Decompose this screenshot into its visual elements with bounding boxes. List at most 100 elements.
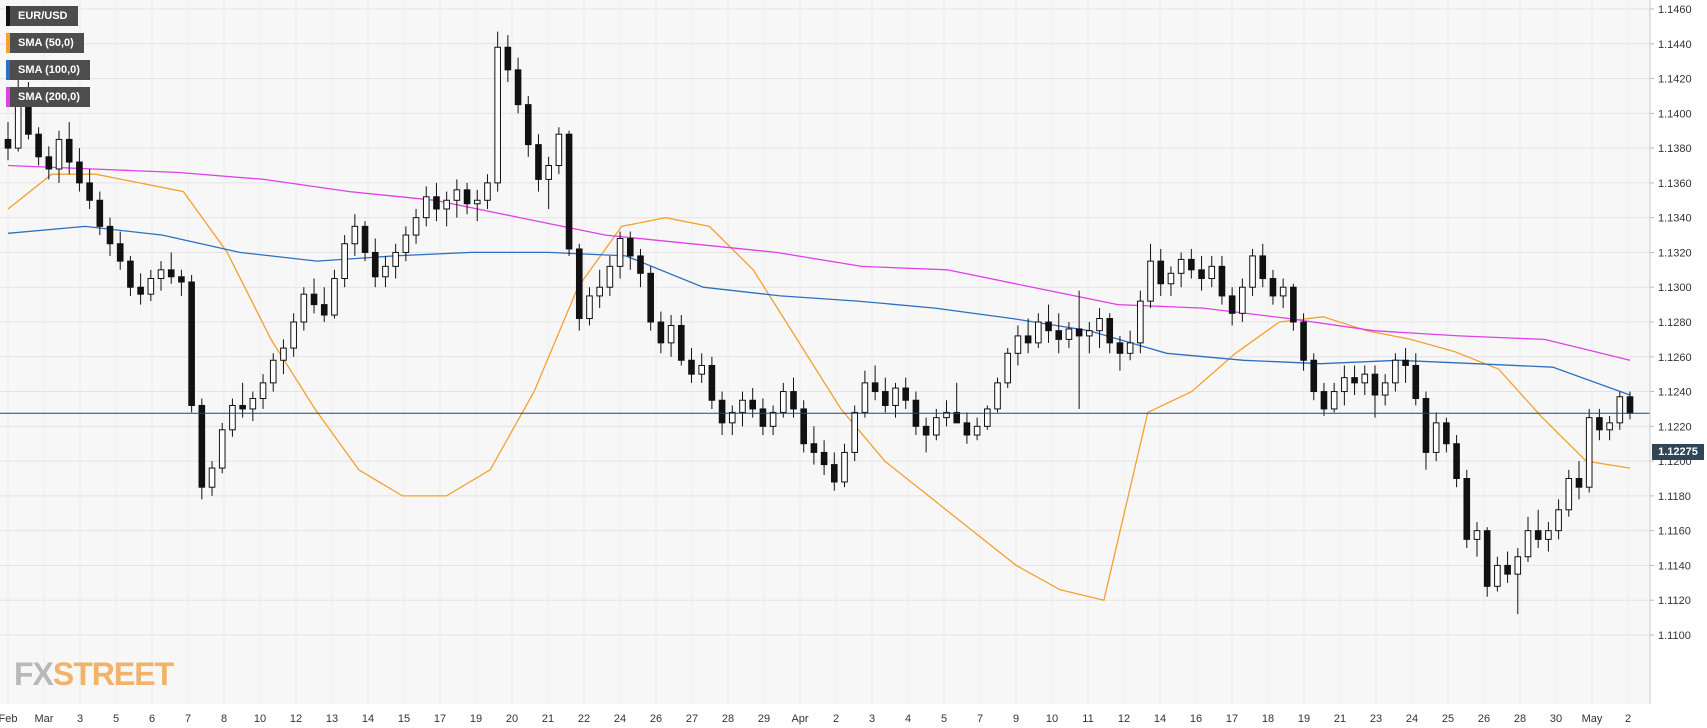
x-tick-label: 30 <box>1550 713 1562 725</box>
candle-bullish <box>698 364 705 375</box>
y-tick-label: 1.1440 <box>1658 39 1692 51</box>
candle-bullish <box>1555 509 1562 532</box>
candle-bullish <box>147 278 155 295</box>
x-tick-label: Feb <box>0 713 17 725</box>
candle-bullish <box>1126 342 1134 354</box>
x-tick-label: 26 <box>650 713 662 725</box>
candle-bearish <box>1300 321 1307 361</box>
legend-label-eurusd: EUR/USD <box>18 10 68 22</box>
candle-bearish <box>1412 364 1420 400</box>
candle-bearish <box>1463 478 1471 540</box>
candle-bullish <box>1361 373 1369 384</box>
x-tick-label: May <box>1582 713 1603 725</box>
x-tick-label: Mar <box>35 713 54 725</box>
y-tick-label: 1.1260 <box>1658 352 1692 364</box>
candle-bullish <box>494 46 501 184</box>
candle-bullish <box>331 278 338 316</box>
candle-bearish <box>953 411 961 424</box>
candle-bearish <box>1259 255 1267 280</box>
candle-bullish <box>1545 530 1552 540</box>
x-tick-label: 3 <box>869 713 875 725</box>
x-tick-label: 13 <box>326 713 338 725</box>
candle-bullish <box>1137 300 1144 344</box>
candle-bullish <box>1473 530 1481 540</box>
candle-bearish <box>1422 398 1430 453</box>
x-tick-label: 25 <box>1442 713 1454 725</box>
candle-bullish <box>1177 258 1185 274</box>
candle-bearish <box>790 391 797 410</box>
x-tick-label: 18 <box>1262 713 1274 725</box>
candle-bullish <box>443 199 450 210</box>
candle-bullish <box>1147 260 1154 302</box>
candle-bullish <box>1086 330 1093 337</box>
candle-bullish <box>616 238 624 267</box>
candle-bearish <box>371 251 379 278</box>
candle-bearish <box>96 199 104 227</box>
x-tick-label: 17 <box>1226 713 1238 725</box>
logo-fx: FX <box>14 656 54 692</box>
candle-bearish <box>1534 530 1542 540</box>
candle-bearish <box>882 391 889 406</box>
candle-bearish <box>830 464 838 483</box>
candle-bullish <box>351 225 359 245</box>
y-tick-label: 1.1180 <box>1658 491 1691 503</box>
candle-bearish <box>116 243 124 262</box>
candles <box>4 31 1634 615</box>
candle-bullish <box>453 189 461 201</box>
candle-bearish <box>127 260 134 288</box>
x-tick-label: 6 <box>149 713 155 725</box>
legend-swatch-sma-200 <box>6 87 10 107</box>
candle-bearish <box>178 276 185 283</box>
candle-bearish <box>504 46 512 71</box>
candle-bullish <box>290 321 297 349</box>
candle-bearish <box>718 399 726 424</box>
candle-bearish <box>922 425 930 436</box>
candle-bearish <box>1453 443 1460 480</box>
candle-bearish <box>1483 530 1491 587</box>
candle-bearish <box>433 196 440 210</box>
x-tick-label: 28 <box>1514 713 1526 725</box>
candle-bearish <box>759 408 767 427</box>
y-tick-label: 1.1100 <box>1658 630 1691 642</box>
candle-bearish <box>524 104 532 146</box>
candle-bullish <box>769 411 777 427</box>
candle-bullish <box>249 398 257 410</box>
candle-bearish <box>1596 417 1603 431</box>
candle-bullish <box>1167 272 1175 285</box>
candle-bullish <box>280 347 287 361</box>
candle-bearish <box>310 293 318 306</box>
candle-bearish <box>1188 258 1195 271</box>
candle-bullish <box>1096 318 1103 332</box>
grid-lines <box>0 0 1650 704</box>
x-tick-label: 21 <box>542 713 554 725</box>
candle-bullish <box>1524 530 1532 558</box>
candle-bullish <box>1341 377 1348 393</box>
candle-bearish <box>4 138 12 149</box>
legend-sma-200: SMA (200,0) <box>6 87 90 107</box>
candle-bearish <box>1045 321 1052 332</box>
x-tick-label: 4 <box>905 713 911 725</box>
candle-bullish <box>300 293 308 323</box>
candle-bullish <box>1381 382 1389 396</box>
candle-bullish <box>892 387 899 406</box>
candle-bearish <box>1055 330 1063 340</box>
candle-bullish <box>973 425 981 436</box>
x-tick-label: 12 <box>1118 713 1130 725</box>
candle-bearish <box>1218 265 1226 297</box>
candle-bearish <box>514 69 522 106</box>
candle-bearish <box>810 443 818 453</box>
candle-bullish <box>1239 286 1246 314</box>
legend-sma-100: SMA (100,0) <box>6 60 90 80</box>
candle-bearish <box>749 399 756 410</box>
x-tick-label: 16 <box>1190 713 1202 725</box>
candle-bearish <box>820 451 828 466</box>
candle-bearish <box>35 133 42 158</box>
candle-bearish <box>45 156 53 170</box>
candle-bullish <box>1035 321 1042 344</box>
candle-bullish <box>208 467 216 488</box>
y-tick-label: 1.1240 <box>1658 387 1692 399</box>
candle-bullish <box>269 359 277 384</box>
y-tick-label: 1.1380 <box>1658 143 1692 155</box>
candle-bearish <box>1351 377 1358 384</box>
candle-bullish <box>1065 328 1073 340</box>
